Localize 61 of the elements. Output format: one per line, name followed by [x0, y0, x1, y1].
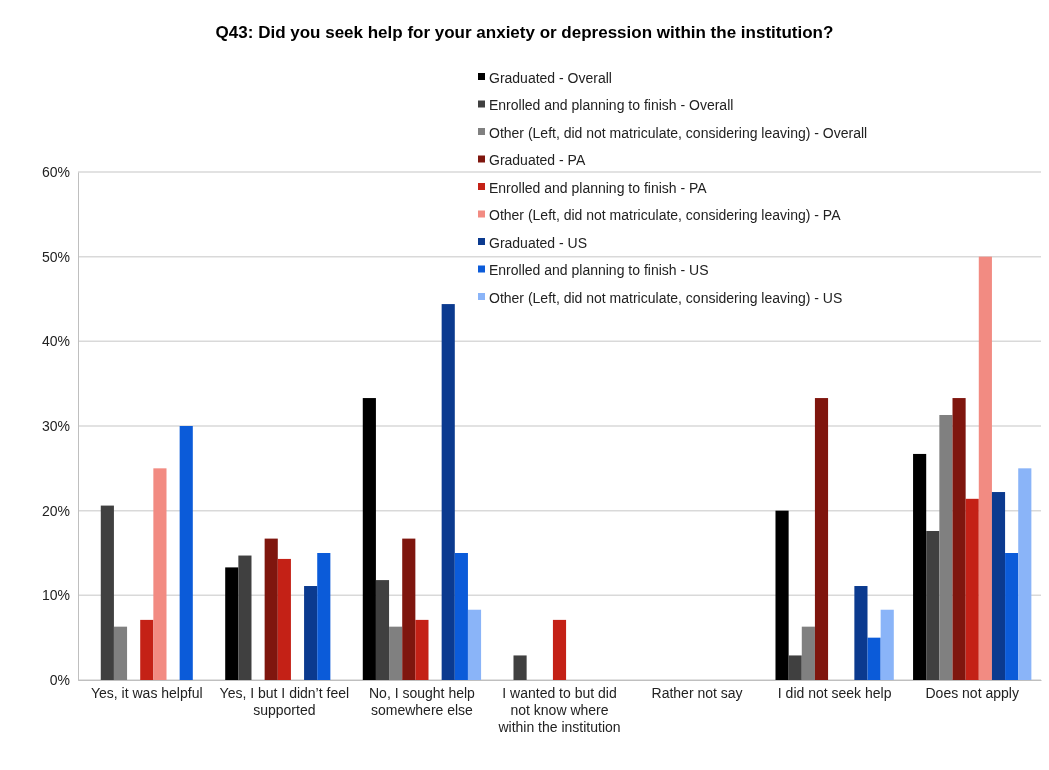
bar — [788, 655, 802, 680]
y-tick-label: 60% — [41, 163, 70, 180]
bar — [454, 553, 468, 680]
x-tick-label: Yes, it was helpful — [91, 684, 203, 701]
bar — [952, 398, 966, 680]
bar — [362, 398, 376, 680]
legend-label: Enrolled and planning to finish - PA — [489, 179, 708, 196]
x-tick-label: Rather not say — [651, 684, 743, 701]
bar — [854, 586, 868, 680]
bar — [317, 553, 331, 680]
bar — [552, 619, 567, 680]
bar — [113, 626, 128, 680]
legend-label: Other (Left, did not matriculate, considering leaving) - PA — [489, 207, 842, 224]
x-tick-label: No, I sought help somewhere else — [369, 684, 476, 718]
x-tick-label: I wanted to but did not know where within the institution — [497, 684, 621, 735]
bar — [867, 637, 881, 680]
bar — [441, 304, 455, 680]
bar — [513, 655, 527, 680]
bar — [415, 619, 429, 680]
bar — [264, 538, 278, 680]
legend-label: Other (Left, did not matriculate, considering leaving) - Overall — [489, 124, 868, 141]
bar — [100, 505, 114, 680]
x-tick-label: Does not apply — [925, 684, 1019, 701]
bar — [913, 453, 927, 680]
bar — [926, 530, 940, 680]
y-tick-label: 30% — [41, 417, 70, 434]
legend-label: Other (Left, did not matriculate, considering leaving) - US — [489, 289, 843, 306]
legend-label: Graduated - PA — [489, 152, 586, 169]
bar — [1005, 553, 1019, 680]
bar — [801, 626, 815, 680]
bar — [375, 580, 390, 680]
bar — [153, 468, 167, 680]
bar — [179, 426, 193, 680]
bar — [277, 558, 291, 680]
bar — [304, 586, 318, 680]
y-tick-label: 50% — [41, 248, 70, 265]
bar — [402, 538, 416, 680]
legend-label: Graduated - US — [489, 234, 588, 251]
bar — [939, 414, 953, 680]
bar — [238, 555, 252, 680]
bar — [1018, 468, 1032, 680]
bar — [467, 609, 482, 680]
bar — [389, 626, 403, 680]
y-tick-label: 10% — [41, 587, 70, 604]
bar — [140, 619, 154, 680]
bar — [775, 510, 789, 680]
bar — [978, 256, 992, 680]
y-tick-label: 0% — [49, 671, 70, 688]
x-tick-label: Yes, I but I didn’t feel supported — [219, 684, 350, 718]
legend-label: Graduated - Overall — [489, 69, 612, 86]
bar — [225, 567, 239, 680]
legend-label: Enrolled and planning to finish - Overall — [489, 97, 734, 114]
y-tick-label: 40% — [41, 333, 70, 350]
bar — [814, 398, 829, 680]
chart-title: Q43: Did you seek help for your anxiety or depression within the institution? — [215, 23, 834, 42]
bar — [991, 492, 1006, 680]
y-tick-label: 20% — [41, 502, 70, 519]
bar — [880, 609, 894, 680]
x-tick-label: I did not seek help — [777, 684, 892, 701]
bar — [965, 498, 979, 680]
legend-label: Enrolled and planning to finish - US — [489, 262, 709, 279]
